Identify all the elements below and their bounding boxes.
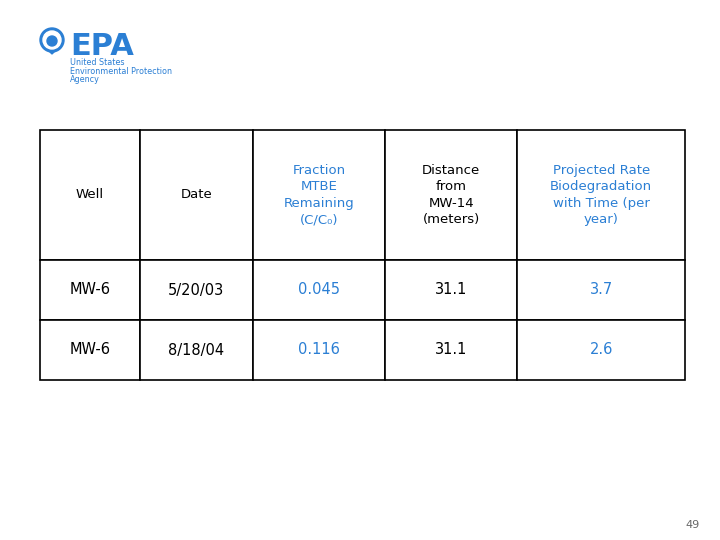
Text: Distance
from
MW-14
(meters): Distance from MW-14 (meters) <box>422 164 480 226</box>
Text: 0.045: 0.045 <box>298 282 340 298</box>
Text: Projected Rate
Biodegradation
with Time (per
year): Projected Rate Biodegradation with Time … <box>550 164 652 226</box>
Bar <box>385 320 517 380</box>
Text: Date: Date <box>181 188 212 201</box>
Bar <box>517 130 685 260</box>
Text: 0.116: 0.116 <box>298 342 340 357</box>
Text: MW-6: MW-6 <box>70 282 110 298</box>
Bar <box>253 130 385 260</box>
Bar <box>517 260 685 320</box>
Text: 8/18/04: 8/18/04 <box>168 342 225 357</box>
Bar <box>253 320 385 380</box>
Bar <box>140 320 253 380</box>
Text: Agency: Agency <box>70 75 100 84</box>
Bar <box>140 260 253 320</box>
Text: Environmental Protection: Environmental Protection <box>70 66 172 76</box>
Bar <box>385 130 517 260</box>
Bar <box>40 130 140 260</box>
Text: 31.1: 31.1 <box>435 282 467 298</box>
Circle shape <box>43 31 61 49</box>
Bar <box>517 320 685 380</box>
Text: MW-6: MW-6 <box>70 342 110 357</box>
Text: EPA: EPA <box>70 32 134 61</box>
Text: Fraction
MTBE
Remaining
(C/C₀): Fraction MTBE Remaining (C/C₀) <box>284 164 354 226</box>
Text: 31.1: 31.1 <box>435 342 467 357</box>
Polygon shape <box>46 48 58 54</box>
Text: 5/20/03: 5/20/03 <box>168 282 225 298</box>
Text: 2.6: 2.6 <box>590 342 613 357</box>
Text: 3.7: 3.7 <box>590 282 613 298</box>
Bar <box>40 320 140 380</box>
Bar <box>253 260 385 320</box>
Text: Well: Well <box>76 188 104 201</box>
Circle shape <box>40 28 64 52</box>
Text: 49: 49 <box>685 520 700 530</box>
Bar <box>385 260 517 320</box>
Bar <box>40 260 140 320</box>
Bar <box>140 130 253 260</box>
Text: United States: United States <box>70 58 125 67</box>
Circle shape <box>47 36 57 46</box>
